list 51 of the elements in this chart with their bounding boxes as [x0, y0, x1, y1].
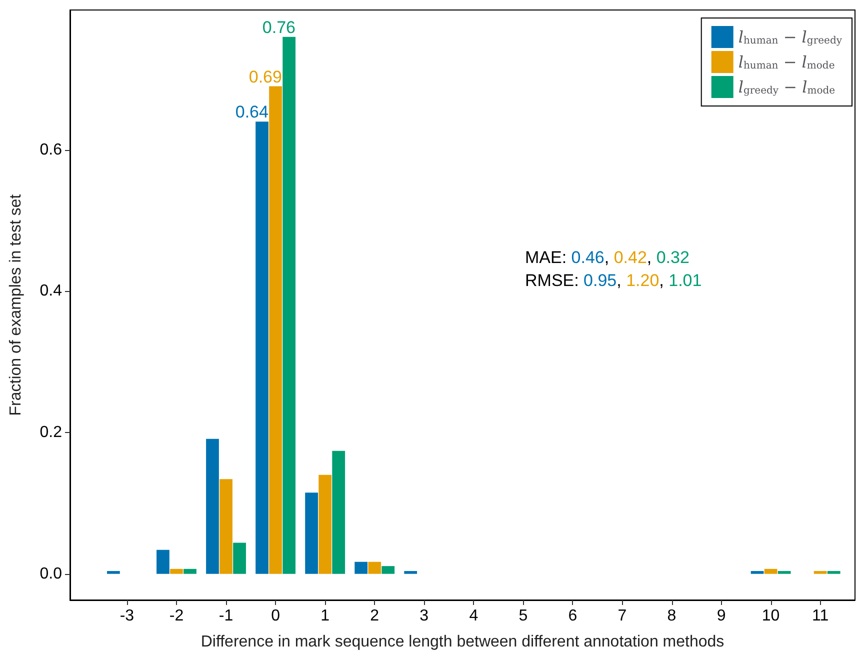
bar [170, 568, 183, 574]
bar [318, 474, 332, 574]
legend-label: lhuman − lgreedy [738, 28, 842, 46]
x-tick-label: 4 [469, 608, 478, 624]
x-tick-label: 6 [568, 608, 578, 624]
bar [184, 568, 196, 574]
data-label: 0.64 [235, 102, 268, 122]
bar [256, 122, 268, 574]
legend-label: lhuman − lmode [738, 52, 835, 72]
y-tick-label: 0.6 [40, 141, 62, 158]
bar [156, 550, 170, 574]
bar [206, 438, 219, 574]
x-tick-label: 2 [370, 608, 380, 624]
x-tick-label: 5 [518, 608, 528, 624]
x-tick-label: -3 [120, 608, 134, 624]
y-tick-label: 0.2 [40, 424, 62, 442]
bar [368, 562, 382, 574]
bar [778, 571, 791, 574]
bar [233, 542, 246, 574]
x-tick-label: 11 [812, 608, 829, 624]
bar [404, 571, 418, 574]
y-axis-title: Fraction of examples in test set [8, 194, 24, 416]
bar [305, 492, 318, 574]
x-tick-label: 0 [271, 608, 280, 624]
y-tick-label: 0.4 [40, 282, 62, 300]
x-tick-label: 9 [716, 608, 726, 624]
bar [764, 568, 778, 574]
data-label: 0.76 [262, 18, 296, 37]
x-axis-title: Difference in mark sequence length between different annotation methods [200, 634, 724, 650]
x-tick-label: 8 [667, 608, 676, 624]
x-tick-label: 10 [762, 608, 780, 624]
y-tick-label: 0.0 [40, 565, 62, 582]
bar [332, 450, 346, 574]
x-tick-label: 1 [320, 608, 330, 624]
bar [282, 36, 296, 574]
x-tick-label: -1 [218, 608, 234, 624]
data-label: 0.69 [248, 67, 282, 86]
x-tick-label: 7 [618, 608, 627, 624]
bar [750, 571, 764, 574]
bar [269, 86, 282, 574]
bar [106, 571, 120, 574]
bar [827, 571, 840, 574]
annotation: RMSE: 0.95, 1.20, 1.01 [525, 271, 702, 290]
bar [382, 566, 395, 574]
x-tick-label: 3 [420, 608, 429, 624]
bar [220, 479, 232, 574]
bar [354, 562, 368, 574]
annotation: MAE: 0.46, 0.42, 0.32 [525, 248, 690, 267]
bar [814, 571, 827, 574]
legend-label: lgreedy − lmode [738, 78, 836, 96]
x-tick-label: -2 [169, 608, 184, 624]
